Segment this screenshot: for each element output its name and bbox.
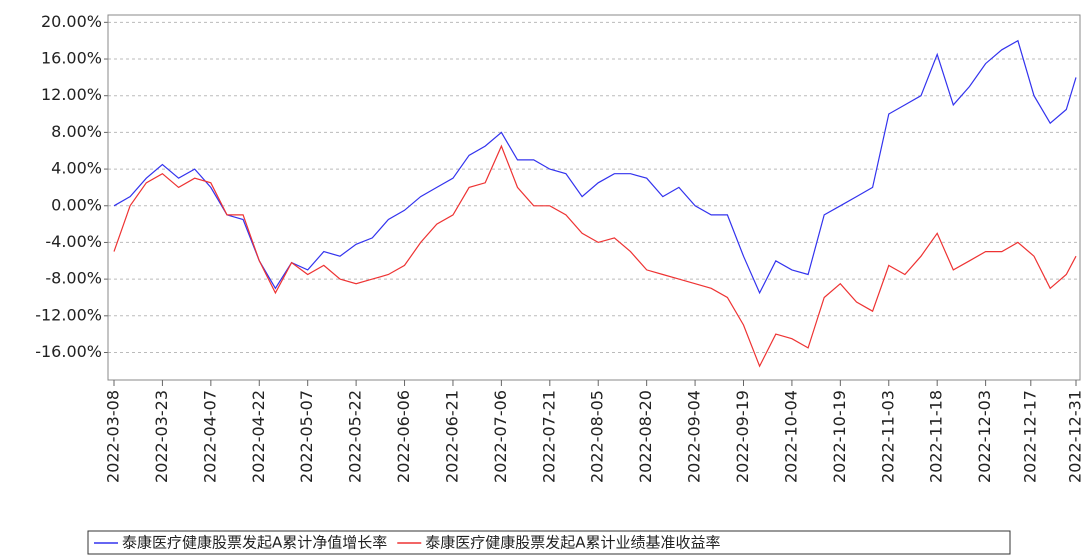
legend-label: 泰康医疗健康股票发起A累计业绩基准收益率 — [425, 534, 720, 552]
x-tick-label: 2022-06-06 — [394, 390, 413, 483]
y-tick-label: 12.00% — [41, 85, 102, 104]
x-tick-label: 2022-10-04 — [781, 390, 800, 483]
x-tick-label: 2022-08-05 — [588, 390, 607, 483]
y-tick-label: -12.00% — [35, 305, 102, 324]
x-tick-label: 2022-07-06 — [491, 390, 510, 483]
x-tick-label: 2022-05-22 — [346, 390, 365, 483]
y-tick-label: 0.00% — [51, 195, 102, 214]
y-tick-label: 4.00% — [51, 159, 102, 178]
x-tick-label: 2022-11-03 — [878, 390, 897, 483]
x-tick-label: 2022-12-17 — [1020, 390, 1039, 483]
series-line — [113, 144, 1077, 368]
x-tick-label: 2022-11-18 — [927, 390, 946, 483]
x-tick-label: 2022-12-31 — [1066, 390, 1085, 483]
y-tick-label: 20.00% — [41, 12, 102, 31]
legend-box — [87, 530, 1011, 555]
x-tick-label: 2022-04-07 — [200, 390, 219, 483]
y-tick-label: -16.00% — [35, 342, 102, 361]
x-tick-label: 2022-03-23 — [152, 390, 171, 483]
y-tick-label: 16.00% — [41, 49, 102, 68]
x-tick-label: 2022-12-03 — [975, 390, 994, 483]
y-tick-label: -8.00% — [45, 269, 102, 288]
y-tick-label: -4.00% — [45, 232, 102, 251]
x-tick-label: 2022-10-19 — [830, 390, 849, 483]
x-tick-label: 2022-04-22 — [249, 390, 268, 483]
y-tick-label: 8.00% — [51, 122, 102, 141]
legend-label: 泰康医疗健康股票发起A累计净值增长率 — [122, 534, 387, 552]
x-tick-label: 2022-06-21 — [442, 390, 461, 483]
x-tick-label: 2022-05-07 — [297, 390, 316, 483]
plot-frame — [107, 14, 1081, 381]
x-tick-label: 2022-03-08 — [104, 390, 123, 483]
x-tick-label: 2022-09-04 — [685, 390, 704, 483]
x-tick-label: 2022-09-19 — [733, 390, 752, 483]
x-tick-label: 2022-07-21 — [539, 390, 558, 483]
x-tick-label: 2022-08-20 — [636, 390, 655, 483]
series-line — [113, 39, 1077, 295]
